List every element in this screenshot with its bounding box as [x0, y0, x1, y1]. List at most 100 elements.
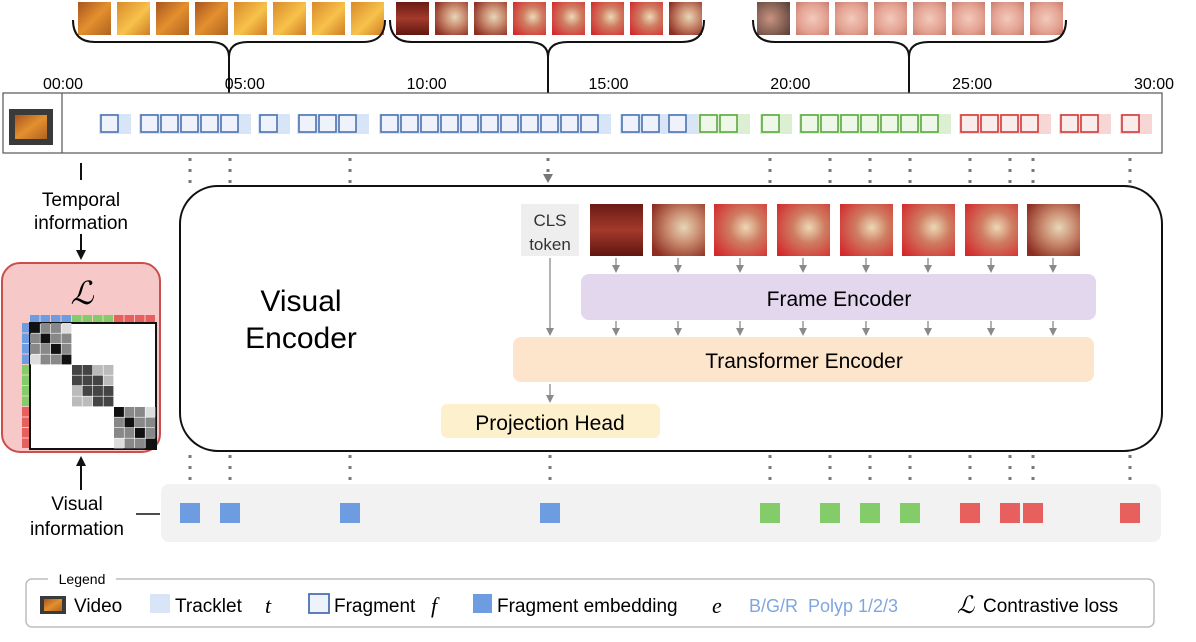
fragment: [880, 114, 899, 133]
endoscopy-thumbnail: [117, 2, 150, 35]
fragment: [180, 114, 199, 133]
fragment: [960, 114, 979, 133]
fragment-embedding: [960, 503, 980, 523]
endoscopy-thumbnail: [351, 2, 384, 35]
similarity-matrix: [22, 315, 157, 450]
legend-embedding-label: Fragment embedding: [497, 596, 678, 617]
temporal-info-label-1: Temporal: [42, 190, 120, 211]
fragment-embedding: [1000, 503, 1020, 523]
dotted-connectors: [188, 158, 1132, 500]
visual-info-label-2: information: [30, 519, 124, 540]
endoscopy-thumbnail: [195, 2, 228, 35]
fragment-embedding: [340, 503, 360, 523]
legend-loss-label: Contrastive loss: [983, 596, 1118, 617]
top-thumbnail-strip: [78, 2, 1063, 35]
fragment-embedding: [540, 503, 560, 523]
visual-info-label-1: Visual: [51, 494, 102, 515]
endoscopy-thumbnail: [78, 2, 111, 35]
tick-label: 25:00: [952, 76, 992, 93]
fragment: [100, 114, 119, 133]
legend-video-label: Video: [74, 596, 122, 617]
transformer-encoder-label: Transformer Encoder: [705, 350, 903, 373]
fragment: [540, 114, 559, 133]
legend-embedding-symbol: e: [712, 593, 722, 618]
endoscopy-thumbnail: [669, 2, 702, 35]
encoder-frames: [590, 204, 1080, 256]
transformer-encoder-box: [513, 337, 1094, 382]
legend-tracklet-swatch: [150, 594, 170, 613]
fragment-embedding: [1120, 503, 1140, 523]
fragment: [900, 114, 919, 133]
fragment: [338, 114, 357, 133]
endoscopy-thumbnail: [435, 2, 468, 35]
legend-fragment-label: Fragment: [334, 596, 416, 617]
encoder-frame: [1027, 204, 1080, 256]
fragment-embedding: [860, 503, 880, 523]
tick-label: 15:00: [588, 76, 628, 93]
endoscopy-thumbnail: [835, 2, 868, 35]
legend-tracklet-label: Tracklet: [175, 596, 243, 617]
fragment: [220, 114, 239, 133]
endoscopy-thumbnail: [591, 2, 624, 35]
frame-encoder-box: [581, 274, 1096, 320]
fragment: [920, 114, 939, 133]
projection-head-label: Projection Head: [475, 412, 624, 435]
legend-fragment-swatch: [308, 593, 330, 614]
fragment: [641, 114, 660, 133]
fragment: [318, 114, 337, 133]
fragment: [380, 114, 399, 133]
fragment: [140, 114, 159, 133]
curly-braces: [72, 19, 1067, 118]
fragment-embedding: [1023, 503, 1043, 523]
fragment: [440, 114, 459, 133]
fragment-embedding: [180, 503, 200, 523]
endoscopy-thumbnail: [396, 2, 429, 35]
fragment: [1060, 114, 1079, 133]
endoscopy-thumbnail: [913, 2, 946, 35]
fragment: [520, 114, 539, 133]
encoder-frame: [777, 204, 830, 256]
fragment: [1080, 114, 1099, 133]
fragment: [200, 114, 219, 133]
encoder-frame: [902, 204, 955, 256]
fragment: [460, 114, 479, 133]
encoder-arrows: [546, 258, 1057, 403]
fragment: [761, 114, 780, 133]
fragment: [699, 114, 718, 133]
endoscopy-thumbnail: [796, 2, 829, 35]
fragment-embedding: [760, 503, 780, 523]
fragment: [1000, 114, 1019, 133]
fragment: [560, 114, 579, 133]
cls-token-label-1: CLS: [533, 211, 566, 230]
legend-polyp-key: B/G/R Polyp 1/2/3: [749, 596, 898, 616]
endoscopy-thumbnail: [991, 2, 1024, 35]
endoscopy-thumbnail: [234, 2, 267, 35]
encoder-frame: [590, 204, 643, 256]
fragment: [621, 114, 640, 133]
legend-title: Legend: [59, 571, 106, 587]
tick-label: 00:00: [43, 76, 83, 93]
frame-encoder-label: Frame Encoder: [767, 288, 912, 311]
endoscopy-thumbnail: [552, 2, 585, 35]
endoscopy-thumbnail: [312, 2, 345, 35]
legend-embedding-swatch: [473, 594, 492, 613]
encoder-frame: [652, 204, 705, 256]
encoder-frame: [714, 204, 767, 256]
endoscopy-thumbnail: [513, 2, 546, 35]
visual-encoder: Visual Encoder CLS token Frame Encoder T…: [179, 185, 1163, 452]
fragment: [860, 114, 879, 133]
fragment-embedding: [900, 503, 920, 523]
embedding-row: [161, 484, 1161, 542]
projection-head-box: [441, 404, 660, 438]
legend-video-icon: [40, 596, 66, 614]
fragment: [800, 114, 819, 133]
fragment: [1020, 114, 1039, 133]
fragment: [820, 114, 839, 133]
fragment: [580, 114, 599, 133]
visual-encoder-title-2: Encoder: [245, 322, 357, 355]
encoder-frame: [965, 204, 1018, 256]
fragment: [840, 114, 859, 133]
loss-symbol: ℒ: [70, 275, 94, 311]
cls-token-label-2: token: [529, 235, 571, 254]
